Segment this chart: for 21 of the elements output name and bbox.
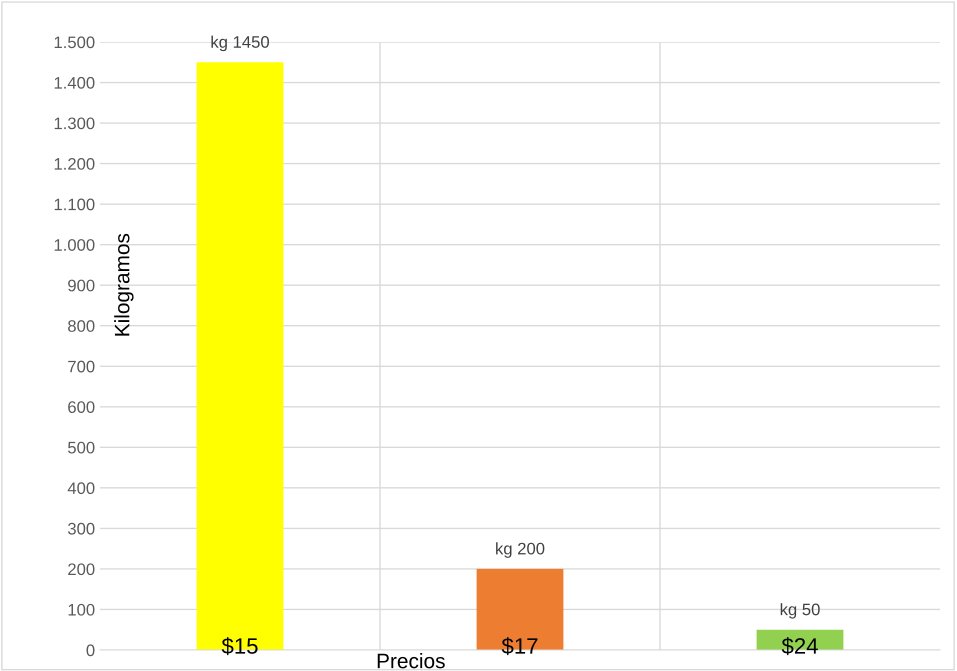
data-label: kg 200	[496, 542, 544, 558]
y-tick-label: 1.200	[54, 158, 94, 170]
x-axis-title: Precios	[378, 653, 445, 668]
y-tick-label: 100	[68, 604, 94, 616]
y-tick-label: 1.000	[54, 239, 94, 251]
y-tick-label: 400	[68, 482, 94, 494]
y-tick-label: 1.300	[54, 117, 94, 130]
y-tick-label: 300	[68, 522, 94, 535]
y-tick-label: 500	[68, 442, 94, 454]
data-label: kg 1450	[211, 36, 270, 52]
y-tick-label: 0	[86, 644, 94, 656]
y-tick-label: 900	[68, 280, 94, 292]
y-tick-label: 800	[68, 320, 94, 332]
y-tick-label: 200	[68, 563, 94, 576]
y-tick-label: 600	[68, 401, 94, 414]
y-tick-label: 1.400	[54, 76, 94, 89]
y-tick-label: 1.500	[54, 36, 94, 48]
y-tick-label: 700	[68, 360, 94, 372]
y-axis-title: Kilogramos	[114, 234, 134, 336]
y-tick-label: 1.100	[54, 198, 94, 210]
data-label: kg 50	[780, 603, 820, 619]
